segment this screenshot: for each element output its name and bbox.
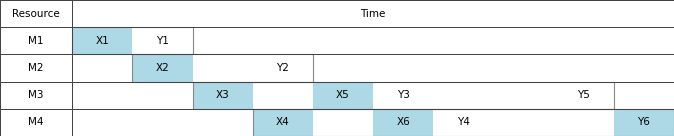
Bar [433,109,493,136]
Bar [72,27,132,54]
Bar [373,109,433,136]
Text: Y5: Y5 [578,90,590,100]
Text: X6: X6 [396,117,410,127]
Text: Y3: Y3 [397,90,410,100]
Text: Resource: Resource [12,9,60,19]
Text: Y4: Y4 [457,117,470,127]
Bar [132,27,193,54]
Text: M2: M2 [28,63,44,73]
Text: M1: M1 [28,36,44,46]
Text: X4: X4 [276,117,290,127]
Text: X3: X3 [216,90,230,100]
Text: X2: X2 [156,63,169,73]
Bar [132,54,313,82]
Bar [253,109,313,136]
Text: M3: M3 [28,90,44,100]
Bar [193,82,614,109]
Bar [132,54,193,82]
Bar [253,109,674,136]
Text: Time: Time [361,9,386,19]
Text: X5: X5 [336,90,350,100]
Text: Y1: Y1 [156,36,169,46]
Text: X1: X1 [96,36,109,46]
Bar [373,82,433,109]
Text: Y2: Y2 [276,63,289,73]
Bar [193,82,253,109]
Bar [253,54,313,82]
Bar [553,82,614,109]
Bar [72,27,193,54]
Bar [313,82,373,109]
Text: Y6: Y6 [638,117,650,127]
Text: M4: M4 [28,117,44,127]
Bar [614,109,674,136]
